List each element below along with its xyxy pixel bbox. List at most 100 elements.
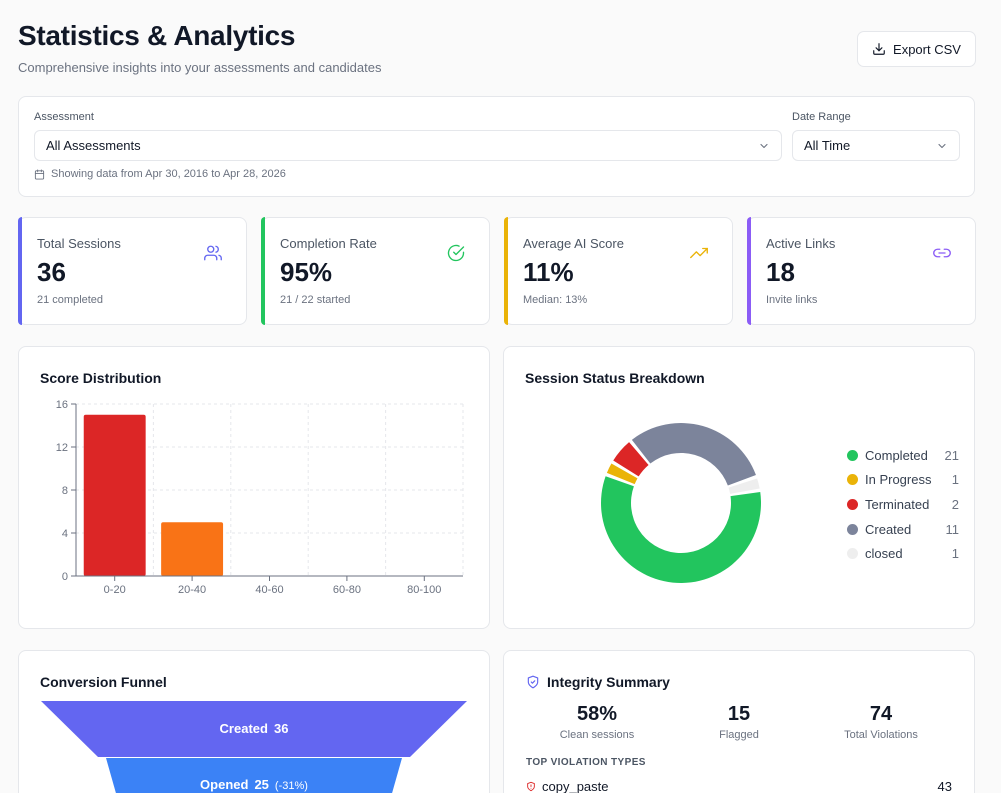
y-tick-label: 4	[62, 528, 68, 540]
legend-name: In Progress	[865, 472, 932, 488]
donut-slice-created	[631, 423, 756, 486]
legend-count: 11	[945, 521, 960, 537]
conversion-funnel-title: Conversion Funnel	[40, 674, 167, 690]
violation-count: 43	[937, 779, 952, 793]
integrity-metric: 74 Total Violations	[810, 703, 952, 741]
page-header: Statistics & Analytics Comprehensive ins…	[18, 20, 381, 75]
session-status-panel: Session Status Breakdown Completed 21 In…	[503, 346, 975, 629]
export-csv-label: Export CSV	[893, 41, 961, 57]
legend-dot	[847, 498, 858, 510]
stat-subtext: Median: 13%	[523, 294, 588, 306]
funnel-stage-value: 25	[254, 777, 268, 792]
legend-name: Completed	[865, 447, 928, 463]
download-icon	[873, 43, 885, 55]
stat-value: 36	[37, 257, 66, 287]
legend-count: 1	[951, 472, 959, 488]
legend-name: Terminated	[865, 496, 930, 512]
stat-subtext: 21 completed	[37, 294, 104, 306]
page-subtitle: Comprehensive insights into your assessm…	[18, 60, 382, 75]
stat-subtext: 21 / 22 started	[280, 294, 351, 306]
integrity-summary-panel: Integrity Summary 58% Clean sessions 15 …	[503, 650, 975, 793]
stat-label: Total Sessions	[37, 236, 121, 251]
donut-slice-in-progress	[606, 463, 638, 485]
export-csv-button[interactable]: Export CSV	[857, 31, 976, 67]
stat-label: Active Links	[766, 236, 836, 251]
date-range-note-text: Showing data from Apr 30, 2016 to Apr 28…	[51, 168, 286, 180]
stat-subtext: Invite links	[766, 294, 818, 306]
violation-name: copy_paste	[542, 779, 609, 793]
legend-dot	[847, 548, 858, 560]
donut-slice-completed	[601, 476, 761, 583]
assessment-label: Assessment	[34, 111, 94, 123]
assessment-select[interactable]: All Assessments	[34, 130, 782, 161]
legend-name: Created	[865, 521, 912, 537]
integrity-metric: 58% Clean sessions	[526, 703, 668, 741]
stat-card-average-ai-score: Average AI Score 11% Median: 13%	[504, 217, 733, 325]
integrity-metric: 15 Flagged	[668, 703, 810, 741]
integrity-summary-heading: Integrity Summary	[526, 674, 670, 690]
funnel-stage-name: Created	[220, 721, 268, 736]
funnel-stage-label: Opened 25 (-31%)	[200, 777, 308, 792]
shield-alert-icon	[527, 781, 535, 792]
shield-check-icon	[527, 675, 539, 689]
integrity-metric-label: Clean sessions	[559, 729, 635, 741]
funnel-stage-label: Created 36	[220, 721, 289, 736]
legend-count: 1	[951, 546, 959, 562]
funnel-stage-change: (-31%)	[275, 780, 308, 792]
integrity-metric-value: 74	[869, 703, 893, 725]
session-status-donut-chart	[601, 423, 761, 583]
integrity-summary-title: Integrity Summary	[547, 674, 670, 690]
conversion-funnel-panel: Conversion Funnel Created 36 Opened 25 (-31…	[18, 650, 490, 793]
integrity-metrics: 58% Clean sessions 15 Flagged 74 Total V…	[526, 703, 952, 741]
score-distribution-chart: 0 4 8 12 16 0-20 20-40 40-60 60-80 80-100	[56, 399, 464, 596]
y-tick-label: 16	[56, 399, 68, 411]
integrity-metric-value: 15	[727, 703, 751, 725]
legend-dot	[847, 449, 858, 461]
y-tick-label: 12	[56, 442, 68, 454]
stat-label: Average AI Score	[523, 236, 624, 251]
legend-item: Terminated 2	[847, 492, 959, 517]
stat-card-total-sessions: Total Sessions 36 21 completed	[18, 217, 247, 325]
legend-dot	[847, 523, 858, 535]
trending-up-icon	[690, 247, 708, 259]
filters-card: Assessment All Assessments Date Range Al…	[18, 96, 975, 197]
integrity-metric-label: Total Violations	[844, 729, 918, 741]
x-tick-label: 0-20	[104, 584, 126, 596]
date-range-select-value: All Time	[804, 138, 851, 153]
users-icon	[204, 245, 222, 261]
violation-types-header: TOP VIOLATION TYPES	[526, 757, 646, 768]
legend-item: closed 1	[847, 541, 959, 566]
score-distribution-panel: Score Distribution 0 4 8 12 16 0-20 20-40 40-60…	[18, 346, 490, 629]
x-tick-label: 20-40	[178, 584, 206, 596]
integrity-metric-value: 58%	[576, 703, 618, 725]
check-circle-icon	[447, 244, 465, 262]
date-range-label: Date Range	[792, 111, 851, 123]
assessment-select-value: All Assessments	[46, 138, 141, 153]
chevron-down-icon	[760, 143, 768, 148]
x-tick-label: 60-80	[333, 584, 361, 596]
stat-value: 11%	[523, 257, 574, 287]
link-icon	[933, 248, 951, 258]
y-tick-label: 0	[62, 571, 68, 583]
chevron-down-icon	[938, 143, 946, 148]
stat-card-completion-rate: Completion Rate 95% 21 / 22 started	[261, 217, 490, 325]
funnel-stage-created	[41, 701, 467, 757]
stat-card-active-links: Active Links 18 Invite links	[747, 217, 976, 325]
legend-count: 2	[951, 496, 959, 512]
calendar-icon	[34, 168, 45, 180]
session-status-legend: Completed 21 In Progress 1 Terminated 2 …	[847, 443, 959, 566]
legend-item: Created 11	[847, 517, 959, 542]
date-range-select[interactable]: All Time	[792, 130, 960, 161]
date-range-note: Showing data from Apr 30, 2016 to Apr 28…	[34, 168, 286, 180]
bar-20-40	[161, 522, 224, 576]
stat-value: 95%	[280, 257, 333, 287]
conversion-funnel-chart: Created 36 Opened 25 (-31%)	[41, 701, 467, 793]
funnel-stage-value: 36	[274, 721, 288, 736]
legend-item: Completed 21	[847, 443, 959, 468]
legend-name: closed	[865, 546, 903, 562]
y-tick-label: 8	[62, 485, 68, 497]
violation-row: copy_paste 43	[526, 779, 952, 793]
x-tick-label: 80-100	[407, 584, 441, 596]
stat-value: 18	[766, 257, 795, 287]
score-distribution-title: Score Distribution	[40, 370, 162, 386]
